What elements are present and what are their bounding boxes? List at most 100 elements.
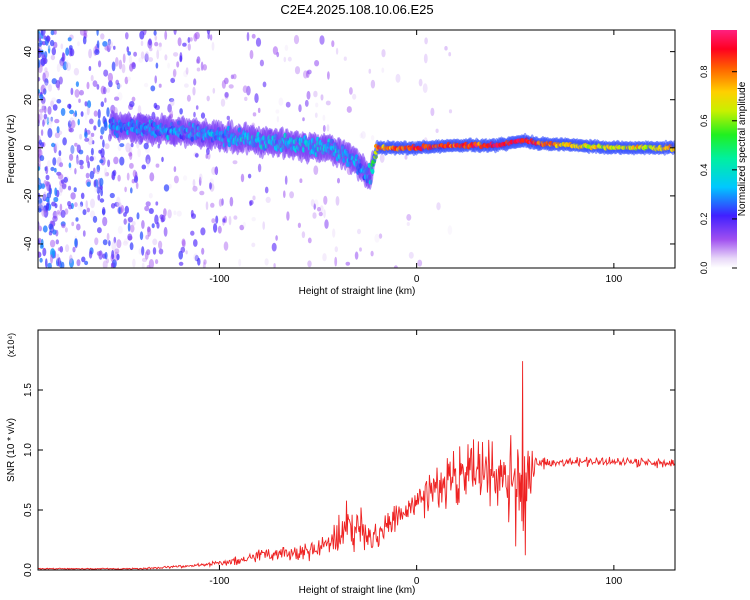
spectrogram-y-tick-label: 20 [23,94,34,106]
spectrogram-speckle [238,258,242,267]
spectrogram-speckle [294,66,301,75]
spectrogram-speckle [146,264,151,268]
spectrogram-speckle [334,256,338,267]
spectrogram-speckle [93,179,97,188]
spectrogram-speckle [50,54,56,61]
spectrogram-speckle [193,111,196,118]
spectrogram-speckle [114,202,120,207]
spectrogram-speckle [126,172,130,181]
spectrogram-speckle [161,156,164,163]
spectrogram-speckle [169,98,175,103]
spectrogram-speckle [42,193,47,202]
spectrogram-speckle [200,112,206,119]
spectrogram-speckle [70,192,76,200]
spectrogram-speckle [154,214,159,225]
spectrogram-speckle [63,176,68,183]
snr-frame [37,329,676,571]
spectrogram-speckle [368,68,372,74]
spectrogram-speckle [435,128,439,133]
spectrogram-speckle [103,86,107,95]
spectrogram-speckle [127,216,134,223]
spectrogram-speckle [96,84,100,90]
spectrogram-speckle [283,190,286,198]
spectrogram-band [227,141,232,148]
spectrogram-speckle [51,97,56,102]
spectrogram-speckle [67,201,72,207]
spectrogram-speckle [104,45,110,51]
spectrogram-speckle [102,239,108,246]
spectrogram-panel: -100 0 100 -40 -20 0 20 40 Height of straight l… [6,29,676,297]
spectrogram-speckle [131,96,136,102]
spectrogram-speckle [153,30,157,36]
spectrogram-speckle [158,42,162,48]
spectrogram-speckle [38,184,41,191]
spectrogram-speckle [144,251,149,260]
spectrogram-speckle [337,177,340,184]
spectrogram-speckle [176,61,180,68]
spectrogram-speckle [194,153,199,158]
spectrogram-speckle [100,126,105,135]
spectrogram-speckle [114,96,120,101]
spectrogram-speckle [117,225,123,234]
spectrogram-speckle [193,253,199,261]
spectrogram-speckle [143,82,149,88]
spectrogram-speckle [84,111,88,121]
spectrogram-speckle [417,259,423,267]
spectrogram-speckle [212,87,216,94]
spectrogram-speckle [113,236,117,244]
spectrogram-speckle [230,74,234,80]
spectrogram-speckle [38,225,42,232]
spectrogram-speckle [132,169,137,178]
spectrogram-speckle [42,72,46,82]
spectrogram-speckle [56,63,61,73]
spectrogram-speckle [218,198,223,207]
spectrogram-speckle [90,132,95,137]
spectrogram-speckle [262,221,266,230]
spectrogram-speckle [100,101,105,108]
spectrogram-speckle [39,112,43,121]
spectrogram-plot-area [38,30,675,268]
spectrogram-speckle [154,41,159,47]
spectrogram-speckle [104,97,107,103]
spectrogram-speckle [139,231,144,241]
spectrogram-speckle [116,253,120,261]
spectrogram-speckle [57,173,64,180]
spectrogram-speckle [239,224,245,231]
spectrogram-speckle [203,259,207,265]
spectrogram-x-tick-label: 0 [414,274,420,285]
spectrogram-speckle [88,250,93,259]
spectrogram-speckle [47,262,52,268]
spectrogram-speckle [54,132,61,139]
spectrogram-speckle [262,81,267,88]
spectrogram-speckle [69,109,75,115]
spectrogram-speckle [293,34,300,45]
spectrogram-speckle [393,265,398,268]
spectrogram-speckle [140,40,144,47]
spectrogram-speckle [187,43,191,51]
spectrogram-speckle [40,142,45,148]
spectrogram-speckle [298,104,302,113]
spectrogram-speckle [304,99,309,107]
spectrogram-speckle [149,172,155,182]
spectrogram-speckle [96,164,101,173]
spectrogram-speckle [195,105,199,110]
spectrogram-speckle [132,258,136,268]
spectrogram-speckle [251,242,256,248]
spectrogram-speckle [343,56,347,61]
spectrogram-x-axis-label: Height of straight line (km) [299,286,416,297]
spectrogram-speckle [109,192,115,199]
spectrogram-speckle [45,165,49,175]
spectrogram-speckle [154,35,158,41]
spectrogram-speckle [359,133,363,139]
spectrogram-frame [37,29,676,269]
spectrogram-speckle [89,170,95,180]
spectrogram-speckle [104,167,107,178]
spectrogram-speckle [125,142,131,153]
spectrogram-y-tick-label: -20 [23,188,34,203]
spectrogram-speckle [102,260,108,268]
spectrogram-speckle [56,126,60,134]
spectrogram-speckle [155,259,159,265]
spectrogram-speckle [74,89,80,98]
spectrogram-speckle [38,204,44,212]
